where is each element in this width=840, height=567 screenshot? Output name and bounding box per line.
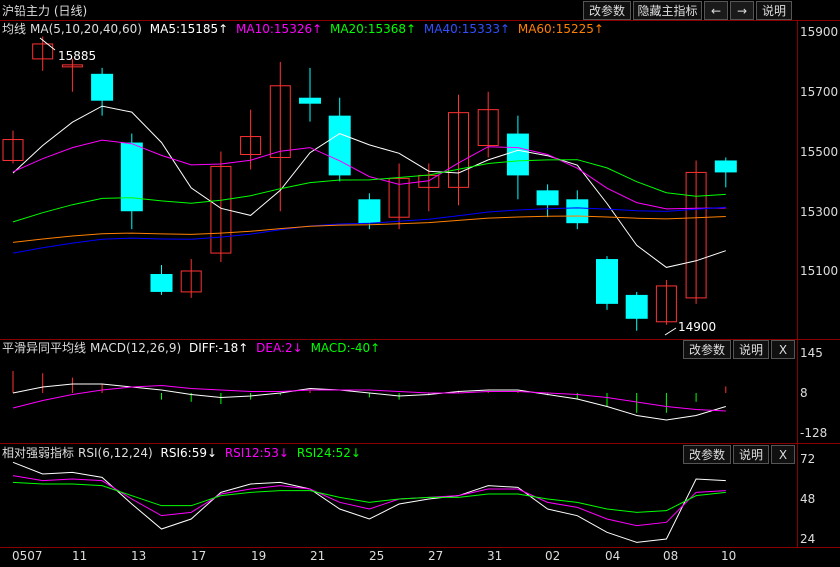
chart-title: 沪铅主力 (日线)	[2, 4, 88, 18]
ma-name: 均线	[2, 22, 27, 36]
x-tick: 10	[721, 549, 737, 563]
rsi-y-tick: 72	[800, 452, 816, 466]
rsi-help-button[interactable]: 说明	[733, 445, 769, 464]
x-tick: 11	[72, 549, 88, 563]
dea-line	[12, 384, 726, 412]
ma60-value: MA60:15225↑	[517, 22, 604, 36]
diff-line	[12, 383, 726, 421]
macd-y-tick: -128	[800, 426, 828, 440]
candle-body	[32, 43, 54, 60]
rsi12-line	[12, 475, 726, 527]
rsi-name: 相对强弱指标	[2, 446, 75, 460]
x-tick: 21	[310, 549, 326, 563]
ma-params: MA(5,10,20,40,60)	[30, 22, 142, 36]
candle-body	[655, 285, 677, 323]
candle-body	[536, 190, 559, 206]
candle-body	[2, 139, 24, 161]
candle-body	[596, 259, 618, 304]
y-tick: 15700	[800, 85, 839, 99]
macd-close-button[interactable]: X	[771, 340, 795, 359]
candle-body	[388, 177, 410, 218]
rsi24-value: RSI24:52↓	[296, 446, 361, 460]
candle-body	[477, 109, 499, 147]
candle-body	[506, 133, 529, 176]
candle-body	[240, 136, 262, 155]
candle-body	[299, 97, 321, 104]
hide-main-indicator-button[interactable]: 隐藏主指标	[633, 1, 702, 20]
candle-body	[269, 85, 291, 158]
x-tick: 02	[545, 549, 561, 563]
x-tick: 31	[487, 549, 503, 563]
candle-body	[91, 73, 114, 101]
dea-value: DEA:2↓	[256, 341, 303, 355]
ma40-value: MA40:15333↑	[423, 22, 511, 36]
ma20-value: MA20:15368↑	[329, 22, 417, 36]
diff-value: DIFF:-18↑	[188, 341, 249, 355]
rsi-legend: 相对强弱指标 RSI(6,12,24) RSI6:59↓ RSI12:53↓ RS…	[2, 445, 365, 461]
rsi-y-tick: 48	[800, 492, 816, 506]
macd-change-params-button[interactable]: 改参数	[683, 340, 731, 359]
macd-params: MACD(12,26,9)	[90, 341, 182, 355]
ma20-line	[12, 159, 726, 223]
candle-body	[714, 160, 737, 173]
candle-body	[328, 115, 351, 176]
macd-y-tick: 145	[800, 346, 823, 360]
ma40-line	[12, 206, 726, 254]
y-tick: 15300	[800, 205, 839, 219]
y-tick: 15100	[800, 264, 839, 278]
candle-body	[448, 112, 469, 188]
high-price-label: 15885	[58, 49, 97, 63]
y-tick: 15900	[800, 25, 839, 39]
rsi-change-params-button[interactable]: 改参数	[683, 445, 731, 464]
x-tick: 04	[605, 549, 621, 563]
x-tick: 13	[131, 549, 147, 563]
candle-body	[358, 199, 381, 224]
candle-body	[120, 142, 143, 212]
candle-body	[61, 64, 83, 68]
macd-value: MACD:-40↑	[310, 341, 381, 355]
x-tick: 17	[191, 549, 207, 563]
rsi-close-button[interactable]: X	[771, 445, 795, 464]
macd-y-tick: 8	[800, 386, 808, 400]
macd-name: 平滑异同平均线	[2, 341, 87, 355]
ma-legend: 均线 MA(5,10,20,40,60) MA5:15185↑ MA10:1532…	[2, 21, 608, 37]
ma5-line	[12, 105, 726, 268]
high-marker-line	[39, 37, 56, 51]
ma60-line	[12, 215, 726, 243]
x-tick: 19	[251, 549, 267, 563]
candle-body	[150, 273, 173, 292]
ma10-line	[12, 139, 726, 210]
rsi24-line	[12, 481, 726, 513]
ma10-value: MA10:15326↑	[236, 22, 323, 36]
change-params-button[interactable]: 改参数	[583, 1, 631, 20]
candle-body	[180, 270, 202, 293]
y-tick: 15500	[800, 145, 839, 159]
rsi-params: RSI(6,12,24)	[78, 446, 153, 460]
x-tick: 0507	[12, 549, 43, 563]
x-tick: 27	[428, 549, 444, 563]
rsi12-value: RSI12:53↓	[224, 446, 289, 460]
macd-legend: 平滑异同平均线 MACD(12,26,9) DIFF:-18↑ DEA:2↓ MA…	[2, 340, 384, 356]
right-arrow-icon[interactable]: →	[730, 1, 754, 20]
candle-body	[566, 199, 589, 224]
candle-body	[625, 294, 648, 319]
x-tick: 08	[663, 549, 679, 563]
rsi6-value: RSI6:59↓	[160, 446, 218, 460]
low-marker-line	[664, 327, 677, 336]
candle-body	[210, 165, 232, 254]
low-price-label: 14900	[678, 320, 717, 334]
ma5-value: MA5:15185↑	[149, 22, 229, 36]
left-arrow-icon[interactable]: ←	[704, 1, 728, 20]
help-button[interactable]: 说明	[756, 1, 792, 20]
macd-help-button[interactable]: 说明	[733, 340, 769, 359]
candle-body	[685, 171, 707, 299]
rsi-y-tick: 24	[800, 532, 816, 546]
rsi6-line	[12, 461, 726, 543]
x-tick: 25	[369, 549, 385, 563]
